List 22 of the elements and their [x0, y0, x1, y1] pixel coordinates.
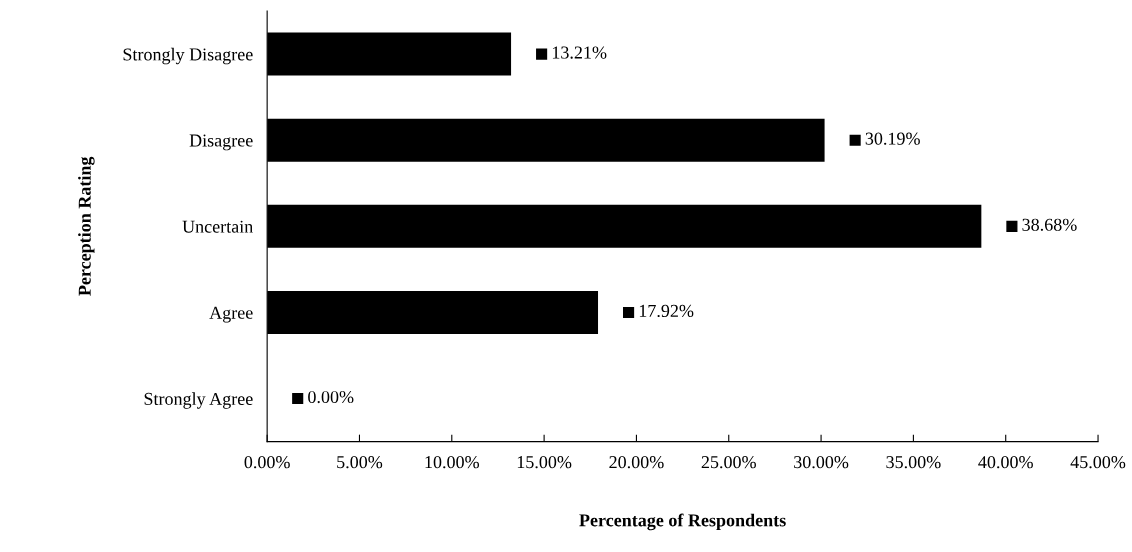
- data-label: 13.21%: [552, 46, 607, 59]
- y-axis-title: Perception Rating: [78, 156, 95, 296]
- y-tick-label: Disagree: [189, 134, 253, 151]
- x-axis-title: Percentage of Respondents: [579, 513, 786, 531]
- x-tick-label: 20.00%: [609, 456, 664, 469]
- y-tick-label: Strongly Disagree: [123, 47, 253, 65]
- x-tick-label: 10.00%: [425, 456, 480, 469]
- x-tick-label: 15.00%: [517, 456, 572, 469]
- x-tick-label: 0.00%: [244, 456, 290, 469]
- data-label: 38.68%: [1022, 218, 1077, 231]
- x-tick-label: 5.00%: [337, 456, 383, 469]
- x-tick-label: 35.00%: [886, 456, 941, 469]
- data-label: 0.00%: [308, 390, 354, 404]
- y-tick-label: Uncertain: [182, 220, 253, 233]
- x-tick-label: 40.00%: [978, 456, 1033, 469]
- data-label: 30.19%: [865, 132, 920, 145]
- x-tick-label: 30.00%: [794, 456, 849, 469]
- y-tick-label: Agree: [209, 306, 253, 323]
- y-tick-label: Strongly Agree: [144, 392, 253, 409]
- x-tick-label: 25.00%: [701, 456, 756, 469]
- x-tick-label: 45.00%: [1070, 456, 1126, 469]
- data-label: 17.92%: [639, 304, 694, 318]
